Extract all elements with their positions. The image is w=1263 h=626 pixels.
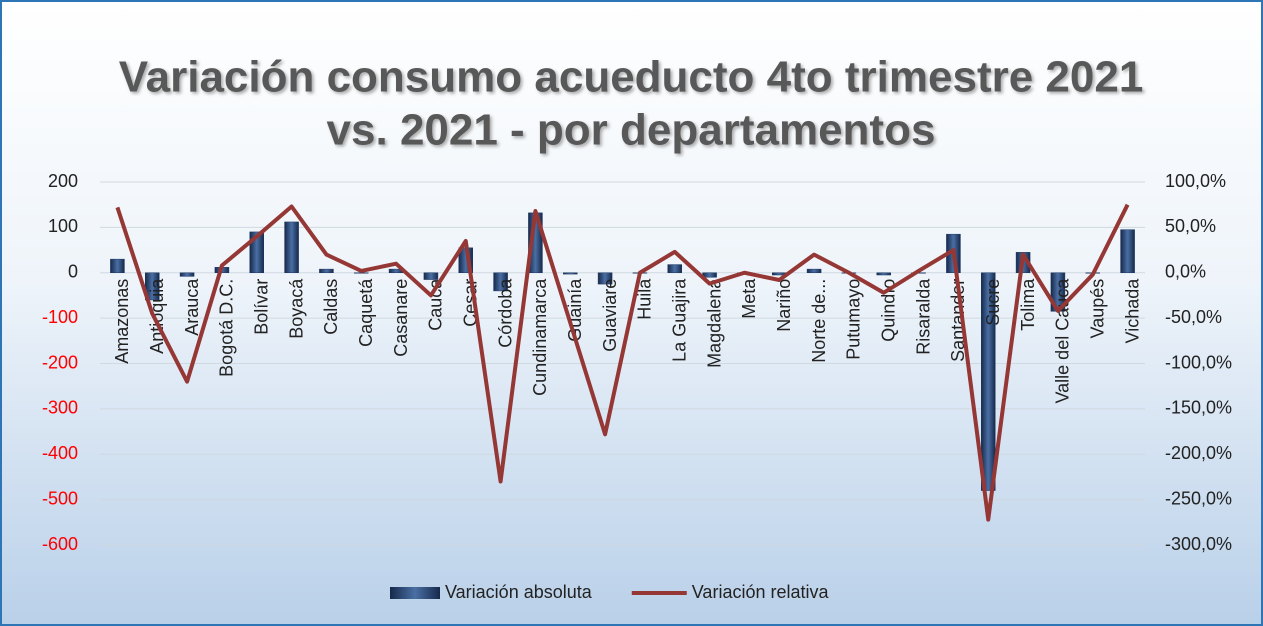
chart-title: Variación consumo acueducto 4to trimestr… <box>119 53 1144 102</box>
bar <box>597 272 613 285</box>
legend-label: Variación relativa <box>692 582 830 602</box>
bar <box>876 272 891 276</box>
legend-label: Variación absoluta <box>445 582 593 602</box>
x-tick-label: Vaupés <box>1088 279 1108 339</box>
x-tick-label: Caquetá <box>356 278 376 347</box>
x-tick-label: Guaviare <box>600 279 620 352</box>
y-tick-label: 0 <box>68 262 78 282</box>
bar <box>563 272 578 275</box>
y-tick-label: -500 <box>42 488 78 508</box>
y-tick-label: -600 <box>42 534 78 554</box>
x-tick-label: Boyacá <box>286 278 306 339</box>
x-tick-label: Casanare <box>391 279 411 357</box>
x-tick-label: Magdalena <box>704 278 724 368</box>
x-tick-label: Bogotá D.C. <box>217 279 237 377</box>
x-tick-label: Amazonas <box>112 279 132 364</box>
x-tick-label: Huila <box>635 278 655 320</box>
y-tick-label: 100 <box>48 216 78 236</box>
y-tick-label: -300 <box>42 398 78 418</box>
y2-tick-label: -250,0% <box>1165 488 1232 508</box>
x-tick-label: Nariño <box>774 279 794 332</box>
y-tick-label: -400 <box>42 443 78 463</box>
y2-tick-label: 0,0% <box>1165 262 1206 282</box>
y2-tick-label: 50,0% <box>1165 216 1216 236</box>
x-tick-label: Putumayo <box>844 279 864 360</box>
y-tick-label: -100 <box>42 307 78 327</box>
y2-tick-label: -100,0% <box>1165 352 1232 372</box>
bar <box>110 258 125 274</box>
bar <box>423 272 439 280</box>
bar <box>249 231 264 274</box>
y2-tick-label: -50,0% <box>1165 307 1222 327</box>
y-tick-label: 200 <box>48 171 78 191</box>
x-tick-label: Córdoba <box>495 278 515 348</box>
x-tick-label: Sucre <box>983 279 1003 326</box>
y2-tick-label: -300,0% <box>1165 534 1232 554</box>
x-tick-label: Risaralda <box>913 278 933 355</box>
y2-tick-label: -150,0% <box>1165 398 1232 418</box>
bar <box>981 272 996 491</box>
line-series <box>115 203 1130 522</box>
bar <box>493 272 508 292</box>
x-tick-label: Meta <box>739 278 759 319</box>
x-tick-label: Cauca <box>426 278 446 331</box>
x-tick-label: La Guajira <box>670 278 690 362</box>
bar <box>179 272 195 277</box>
x-tick-label: Caldas <box>321 279 341 335</box>
x-tick-label: Tolima <box>1018 278 1038 331</box>
x-tick-label: Norte de... <box>809 279 829 363</box>
x-tick-label: Cundinamarca <box>530 278 550 396</box>
x-tick-label: Bolívar <box>252 279 272 335</box>
y-tick-label: -200 <box>42 352 78 372</box>
bar <box>319 268 334 273</box>
legend-swatch <box>390 587 440 599</box>
x-tick-label: Antioquia <box>147 278 167 354</box>
bar <box>667 264 682 273</box>
bar <box>284 221 299 273</box>
x-tick-label: Arauca <box>182 278 202 336</box>
bar <box>806 268 822 273</box>
x-tick-label: Vichada <box>1122 278 1142 344</box>
bar <box>1120 229 1135 274</box>
chart-title: vs. 2021 - por departamentos <box>327 106 936 155</box>
y2-tick-label: -200,0% <box>1165 443 1232 463</box>
y2-tick-label: 100,0% <box>1165 171 1226 191</box>
